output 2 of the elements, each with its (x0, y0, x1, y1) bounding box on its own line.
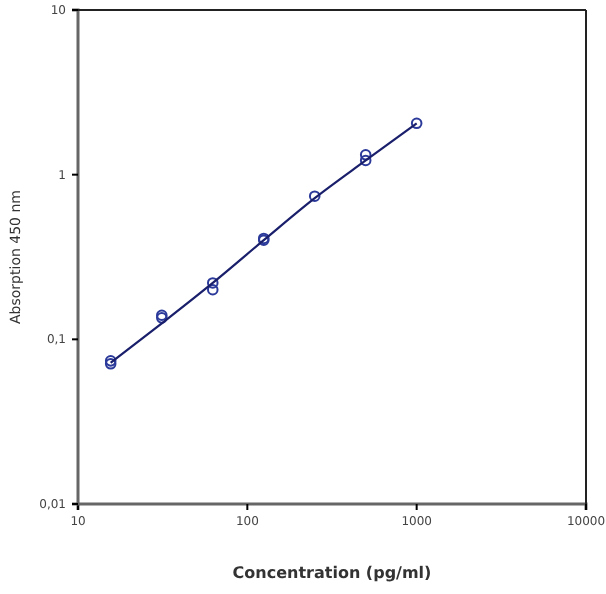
x-axis-title: Concentration (pg/ml) (232, 564, 432, 582)
line-series (109, 122, 418, 364)
